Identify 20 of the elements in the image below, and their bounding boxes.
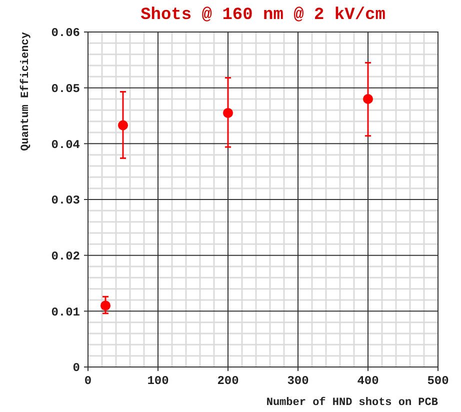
y-tick-label: 0 (72, 361, 80, 376)
x-tick-label: 0 (84, 374, 92, 388)
x-tick-label: 400 (357, 374, 379, 388)
x-tick-label: 200 (217, 374, 239, 388)
y-tick-label: 0.05 (51, 82, 80, 96)
point (363, 94, 373, 104)
x-tick-label: 500 (427, 374, 449, 388)
point (223, 108, 233, 118)
y-tick-label: 0.04 (51, 138, 80, 152)
y-tick-label: 0.01 (51, 305, 80, 320)
chart-title: Shots @ 160 nm @ 2 kV/cm (140, 6, 386, 25)
y-tick-label: 0.03 (51, 194, 80, 208)
x-axis-title: Number of HND shots on PCB (266, 396, 438, 409)
point (118, 120, 128, 130)
x-tick-label: 300 (287, 374, 309, 388)
point (100, 300, 110, 311)
y-tick-label: 0.02 (51, 250, 80, 264)
x-tick-label: 100 (147, 374, 169, 388)
y-axis-title: Quantum Efficiency (19, 32, 32, 151)
y-tick-label: 0.06 (51, 26, 80, 40)
